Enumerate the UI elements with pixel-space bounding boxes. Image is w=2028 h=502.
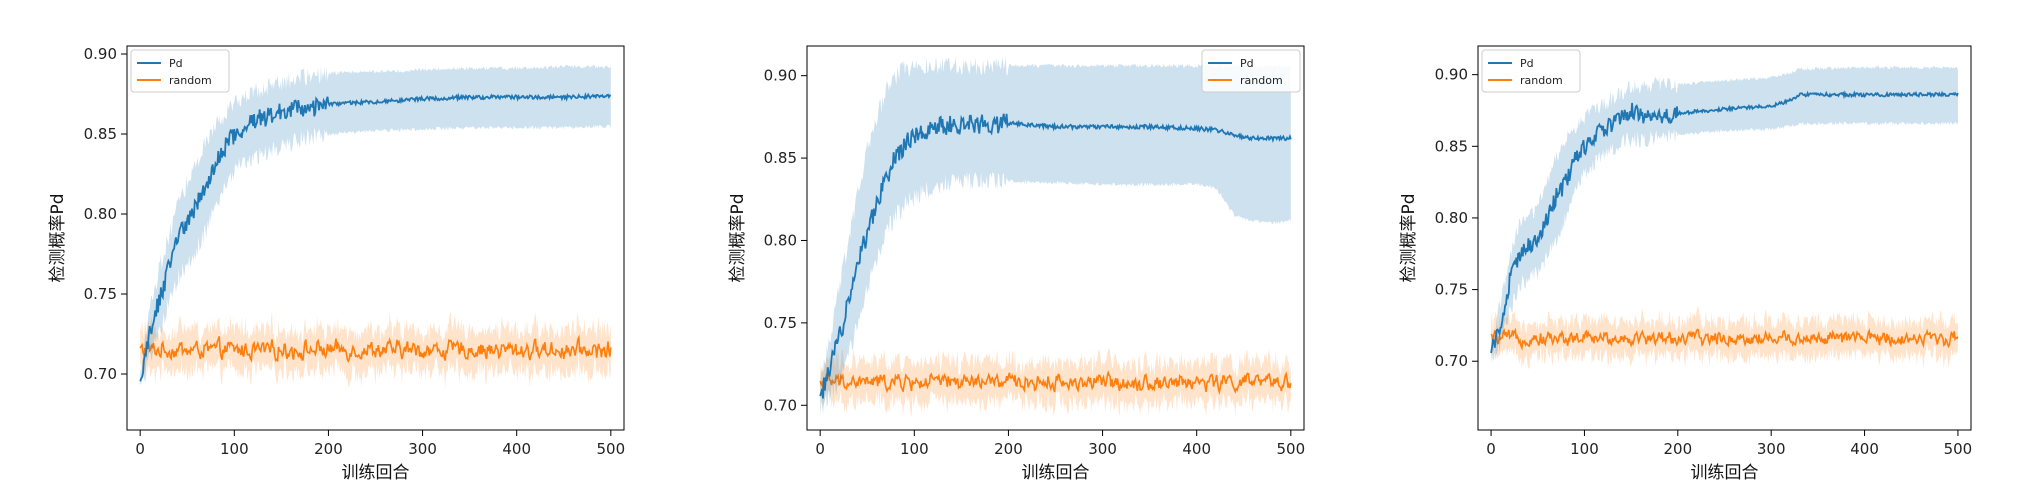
y-tick-label: 0.70 bbox=[84, 365, 117, 383]
legend: Pd random bbox=[1481, 49, 1581, 93]
axes-frame bbox=[126, 45, 625, 431]
y-tick-label: 0.75 bbox=[764, 314, 797, 332]
x-tick-label: 500 bbox=[597, 440, 626, 458]
random-series-line bbox=[819, 370, 1292, 396]
chart-panel-2: 0 100 200 300 400 500 0.70 0.75 0.80 0.85 0.90 训练回合… bbox=[728, 45, 1306, 483]
pd-confidence-band bbox=[820, 56, 1291, 418]
x-axis-label: 训练回合 bbox=[1022, 463, 1090, 483]
y-tick-label: 0.85 bbox=[764, 149, 797, 167]
x-tick-label: 0 bbox=[815, 440, 825, 458]
legend-label-random: random bbox=[1520, 74, 1563, 87]
y-tick-label: 0.80 bbox=[84, 205, 117, 223]
x-tick-label: 300 bbox=[1088, 440, 1117, 458]
legend: Pd random bbox=[1201, 49, 1301, 93]
plot-area bbox=[819, 56, 1292, 418]
legend-box bbox=[1481, 49, 1581, 93]
legend-label-random: random bbox=[1240, 74, 1283, 87]
legend-label-Pd: Pd bbox=[1240, 57, 1254, 70]
x-tick-label: 300 bbox=[408, 440, 437, 458]
x-axis-label: 训练回合 bbox=[342, 463, 410, 483]
pd-confidence-band bbox=[1491, 65, 1958, 365]
legend-label-random: random bbox=[169, 74, 212, 87]
y-tick-label: 0.75 bbox=[1435, 281, 1468, 299]
plot-area bbox=[1490, 65, 1959, 369]
y-tick-label: 0.90 bbox=[84, 45, 117, 63]
axes-frame bbox=[806, 45, 1305, 431]
chart-panel-1: 0 100 200 300 400 500 0.70 0.75 0.80 0.85 0.90 训练回合… bbox=[48, 45, 625, 483]
x-tick-label: 200 bbox=[314, 440, 343, 458]
y-tick-label: 0.85 bbox=[84, 125, 117, 143]
y-tick-label: 0.80 bbox=[1435, 209, 1468, 227]
pd-series-line bbox=[139, 91, 611, 382]
x-tick-label: 200 bbox=[994, 440, 1023, 458]
legend-label-Pd: Pd bbox=[1520, 57, 1534, 70]
y-tick-label: 0.75 bbox=[84, 285, 117, 303]
x-tick-label: 200 bbox=[1663, 440, 1692, 458]
pd-series-line bbox=[819, 113, 1292, 399]
y-axis-label: 检测概率Pd bbox=[1399, 193, 1419, 282]
x-tick-label: 400 bbox=[1850, 440, 1879, 458]
pd-confidence-band bbox=[140, 64, 611, 386]
y-tick-label: 0.70 bbox=[764, 396, 797, 414]
y-tick-label: 0.90 bbox=[764, 67, 797, 85]
x-tick-label: 100 bbox=[1570, 440, 1599, 458]
y-tick-label: 0.85 bbox=[1435, 137, 1468, 155]
random-series-line bbox=[1490, 327, 1959, 351]
x-tick-label: 0 bbox=[1486, 440, 1496, 458]
legend-label-Pd: Pd bbox=[169, 57, 183, 70]
x-tick-label: 0 bbox=[135, 440, 145, 458]
x-tick-label: 100 bbox=[220, 440, 249, 458]
random-series-line bbox=[139, 334, 612, 363]
y-axis-label: 检测概率Pd bbox=[728, 193, 748, 282]
y-axis-label: 检测概率Pd bbox=[48, 193, 68, 282]
axes-frame bbox=[1477, 45, 1972, 431]
y-tick-label: 0.70 bbox=[1435, 352, 1468, 370]
legend-box bbox=[1201, 49, 1301, 93]
y-tick-label: 0.90 bbox=[1435, 66, 1468, 84]
pd-series-line bbox=[1490, 90, 1959, 354]
x-tick-label: 500 bbox=[1944, 440, 1973, 458]
x-tick-label: 300 bbox=[1757, 440, 1786, 458]
plot-area bbox=[139, 64, 612, 389]
x-tick-label: 400 bbox=[502, 440, 531, 458]
legend: Pd random bbox=[130, 49, 230, 93]
legend-box bbox=[130, 49, 230, 93]
chart-panel-3: 0 100 200 300 400 500 0.70 0.75 0.80 0.85 0.90 训练回合… bbox=[1399, 45, 1973, 483]
x-tick-label: 400 bbox=[1182, 440, 1211, 458]
y-tick-label: 0.80 bbox=[764, 231, 797, 249]
x-tick-label: 100 bbox=[900, 440, 929, 458]
x-axis-label: 训练回合 bbox=[1691, 463, 1759, 483]
x-tick-label: 500 bbox=[1277, 440, 1306, 458]
